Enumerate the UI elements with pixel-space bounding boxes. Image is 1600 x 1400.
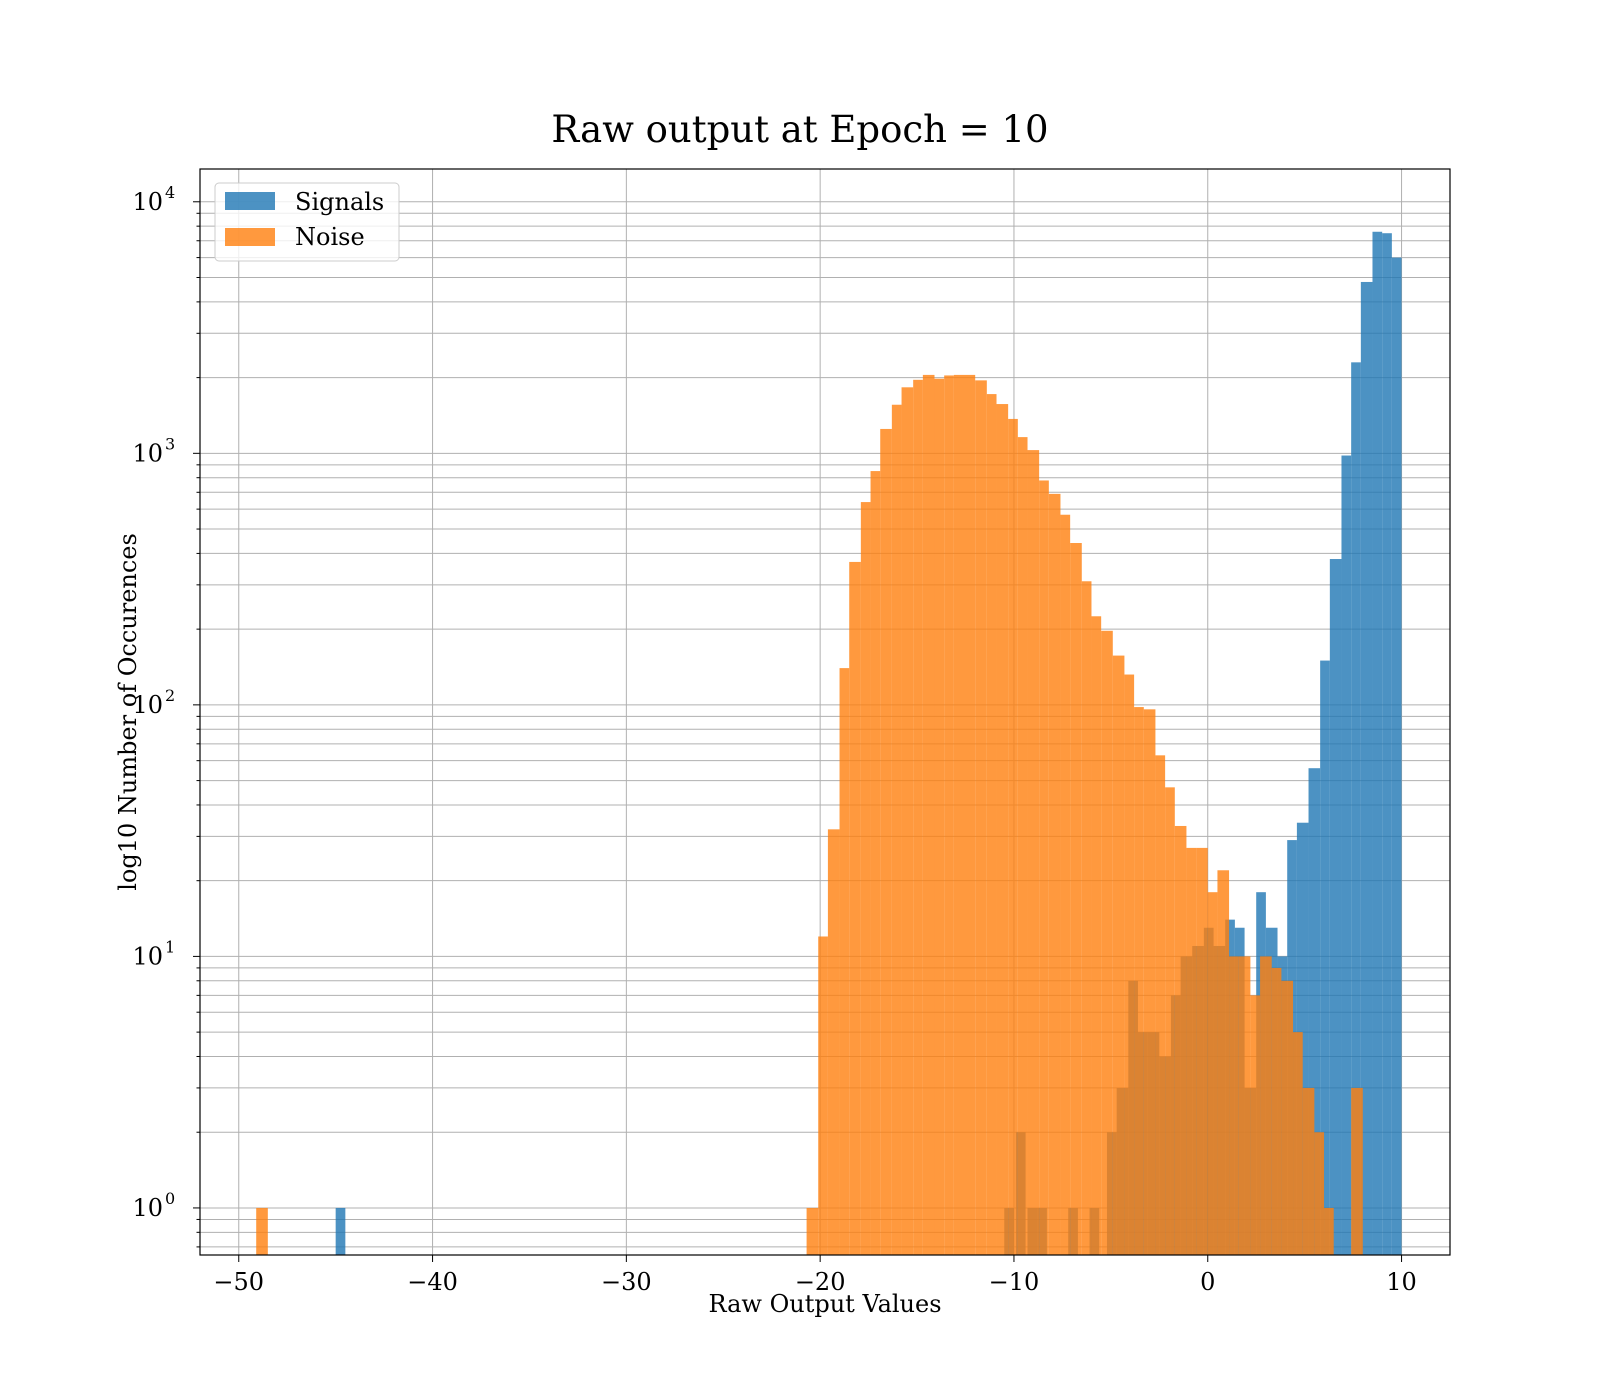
histogram-bar	[934, 378, 945, 1256]
histogram-bar	[953, 374, 966, 1255]
histogram-bar	[1155, 755, 1166, 1255]
y-axis-label: log10 Number of Occurences	[114, 533, 142, 891]
y-tick-label: 10	[132, 691, 163, 719]
histogram-bar	[849, 561, 861, 1255]
histogram-bar	[1250, 995, 1261, 1255]
histogram-bar	[1070, 543, 1082, 1255]
histogram-bar	[1391, 257, 1402, 1256]
histogram-bar	[975, 380, 987, 1256]
histogram-bar	[1229, 956, 1239, 1255]
histogram-bar	[827, 829, 840, 1255]
histogram-bar	[1196, 847, 1208, 1255]
histogram-bar	[1302, 1087, 1315, 1255]
y-tick-label: 10	[132, 942, 163, 970]
histogram-bar	[1186, 847, 1197, 1255]
y-tick-label: 10	[132, 188, 163, 216]
histogram-bar	[1027, 450, 1040, 1255]
x-tick-label: 10	[1386, 1268, 1417, 1296]
plot-frame	[199, 168, 1451, 1256]
histogram-bar	[1081, 581, 1092, 1255]
histogram-bar	[256, 1207, 268, 1255]
histogram-bar	[944, 375, 954, 1255]
histogram-bar	[1217, 870, 1230, 1255]
x-axis-label: Raw Output Values	[708, 1290, 941, 1318]
histogram-bar	[1048, 493, 1061, 1255]
histogram-bar	[1060, 514, 1071, 1255]
histogram-bar	[1341, 455, 1352, 1255]
histogram-bar	[965, 374, 976, 1255]
histogram-bar	[1101, 630, 1113, 1255]
histogram-bar	[1039, 480, 1049, 1255]
histogram-bar	[1165, 787, 1175, 1255]
histogram-bar	[1271, 967, 1282, 1255]
histogram-bar	[986, 394, 997, 1256]
histogram-bar	[860, 502, 871, 1256]
histogram-bar	[1308, 768, 1321, 1255]
histogram-bar	[1091, 616, 1102, 1255]
x-tick-label: −10	[989, 1268, 1040, 1296]
histogram-bar	[818, 936, 828, 1255]
legend-label-signals: Signals	[295, 188, 384, 216]
histogram-bar	[1360, 281, 1373, 1255]
y-tick-exponent: 3	[165, 434, 175, 453]
histogram-bar	[891, 404, 902, 1255]
chart-title: Raw output at Epoch = 10	[551, 108, 1048, 151]
y-tick-label: 10	[132, 439, 163, 467]
histogram-bar	[1351, 1087, 1363, 1255]
histogram-bar	[870, 471, 881, 1255]
histogram-bar	[1351, 362, 1361, 1255]
histogram-bar	[1314, 1132, 1325, 1255]
histogram-bar	[1260, 956, 1272, 1255]
histogram-bar	[1143, 709, 1156, 1255]
histogram-bar	[1329, 559, 1342, 1255]
histogram-bar	[335, 1207, 346, 1255]
legend: Signals Noise	[214, 182, 400, 262]
histogram-bar	[1238, 956, 1251, 1255]
x-tick-label: −20	[795, 1268, 846, 1296]
histogram-bar	[1207, 892, 1218, 1255]
histogram-bar	[806, 1207, 819, 1255]
histogram-bar	[922, 374, 935, 1255]
x-tick-label: −40	[407, 1268, 458, 1296]
histogram-bar	[1320, 660, 1330, 1255]
legend-swatch-noise	[225, 228, 275, 246]
x-tick-label: −50	[213, 1268, 264, 1296]
histogram-bar	[1134, 707, 1144, 1255]
x-tick-label: −30	[601, 1268, 652, 1296]
histogram-bar	[1382, 233, 1392, 1256]
histogram-bar	[1017, 437, 1028, 1255]
histogram-bar	[1008, 418, 1018, 1255]
y-tick-exponent: 2	[165, 686, 175, 705]
histogram-bar	[839, 668, 850, 1255]
y-tick-label: 10	[132, 1194, 163, 1222]
histogram-bar	[1372, 231, 1383, 1255]
histogram-bar	[1124, 674, 1135, 1255]
histogram-bar	[1281, 980, 1294, 1255]
histogram-bar	[996, 404, 1009, 1255]
bars	[256, 231, 1402, 1256]
histogram-bar	[1112, 655, 1125, 1255]
histogram-bar	[880, 428, 892, 1255]
legend-label-noise: Noise	[295, 223, 365, 251]
legend-swatch-signals	[225, 192, 275, 210]
histogram-bar	[901, 387, 914, 1256]
histogram-bar	[913, 379, 923, 1255]
y-tick-exponent: 1	[165, 937, 175, 956]
y-tick-exponent: 0	[165, 1189, 175, 1208]
x-axis: −50 −40 −30 −20 −10 0 10	[213, 1255, 1417, 1296]
histogram-bar	[1324, 1207, 1334, 1255]
histogram-bar	[1293, 1032, 1303, 1255]
y-tick-exponent: 4	[165, 183, 175, 202]
x-tick-label: 0	[1200, 1268, 1215, 1296]
histogram-bar	[1174, 825, 1187, 1255]
series-noise	[256, 374, 1363, 1256]
